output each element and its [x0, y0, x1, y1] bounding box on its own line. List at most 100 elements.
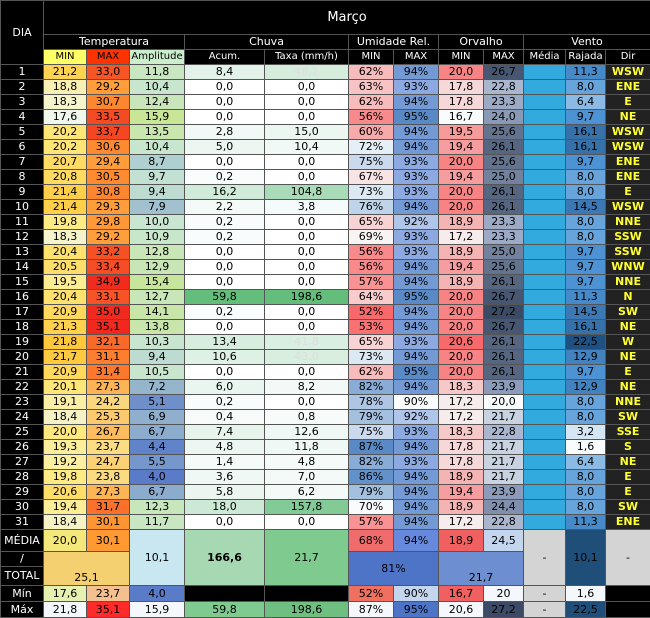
cell-dir: NE — [606, 380, 650, 395]
cell-day: 14 — [1, 260, 44, 275]
cell-taxa: 0,0 — [265, 320, 349, 335]
cell-taxa: 0,0 — [265, 230, 349, 245]
subheader-acum: Acum. — [185, 50, 265, 65]
cell-vmed — [524, 410, 566, 425]
cell-omin: 17,2 — [439, 410, 484, 425]
cell-dir: SW — [606, 500, 650, 515]
cell-tmax: 30,1 — [87, 515, 130, 530]
cell-day: 29 — [1, 485, 44, 500]
cell-amp: 4,4 — [130, 440, 185, 455]
subheader-rajada: Rajada — [566, 50, 606, 65]
cell-raj: 9,7 — [566, 275, 606, 290]
cell-amp: 15,4 — [130, 275, 185, 290]
cell-omax: 24,0 — [484, 110, 524, 125]
cell-day: 23 — [1, 395, 44, 410]
cell-umax: 94% — [394, 305, 439, 320]
cell-taxa: 0,0 — [265, 395, 349, 410]
cell-taxa: 0,8 — [265, 410, 349, 425]
cell-omin: 20,0 — [439, 185, 484, 200]
cell-amp: 12,9 — [130, 260, 185, 275]
cell-tmax: 33,4 — [87, 260, 130, 275]
cell-tmin: 20,2 — [44, 125, 87, 140]
cell-umax: 94% — [394, 485, 439, 500]
cell-taxa: 0,0 — [265, 215, 349, 230]
min-taxa — [265, 586, 349, 602]
min-dir — [606, 586, 650, 602]
cell-umin: 75% — [349, 155, 394, 170]
cell-tmin: 20,6 — [44, 485, 87, 500]
max-acum: 59,8 — [185, 602, 265, 618]
cell-raj: 14,5 — [566, 200, 606, 215]
cell-acum: 0,4 — [185, 410, 265, 425]
cell-tmax: 31,1 — [87, 350, 130, 365]
max-tmax: 35,1 — [87, 602, 130, 618]
subheader-orv-max: MAX — [484, 50, 524, 65]
cell-raj: 8,0 — [566, 395, 606, 410]
cell-omax: 23,3 — [484, 230, 524, 245]
cell-omin: 20,0 — [439, 65, 484, 80]
cell-raj: 14,5 — [566, 305, 606, 320]
cell-omin: 19,4 — [439, 260, 484, 275]
cell-omax: 21,7 — [484, 440, 524, 455]
cell-omin: 18,3 — [439, 425, 484, 440]
cell-vmed — [524, 245, 566, 260]
cell-day: 31 — [1, 515, 44, 530]
cell-tmin: 18,4 — [44, 515, 87, 530]
slash-label: / — [1, 552, 44, 567]
cell-amp: 13,8 — [130, 320, 185, 335]
cell-tmin: 20,9 — [44, 305, 87, 320]
cell-tmax: 31,7 — [87, 500, 130, 515]
cell-amp: 13,5 — [130, 125, 185, 140]
cell-umax: 94% — [394, 260, 439, 275]
cell-vmed — [524, 230, 566, 245]
cell-tmax: 29,8 — [87, 215, 130, 230]
cell-day: 9 — [1, 185, 44, 200]
cell-amp: 12,8 — [130, 245, 185, 260]
cell-tmin: 21,4 — [44, 185, 87, 200]
cell-day: 11 — [1, 215, 44, 230]
cell-raj: 16,1 — [566, 125, 606, 140]
cell-umax: 94% — [394, 515, 439, 530]
cell-taxa: 0,0 — [265, 80, 349, 95]
cell-vmed — [524, 500, 566, 515]
cell-taxa: 0,0 — [265, 95, 349, 110]
cell-umax: 94% — [394, 440, 439, 455]
cell-dir: ENE — [606, 170, 650, 185]
cell-umax: 94% — [394, 140, 439, 155]
cell-umin: 87% — [349, 440, 394, 455]
cell-umin: 63% — [349, 80, 394, 95]
media-umid-avg: 81% — [349, 552, 439, 586]
cell-tmin: 20,9 — [44, 365, 87, 380]
cell-dir: NNE — [606, 215, 650, 230]
cell-omin: 17,8 — [439, 440, 484, 455]
cell-amp: 11,8 — [130, 65, 185, 80]
cell-raj: 9,7 — [566, 110, 606, 125]
cell-vmed — [524, 275, 566, 290]
cell-tmin: 21,8 — [44, 335, 87, 350]
cell-dir: NE — [606, 110, 650, 125]
cell-omax: 22,8 — [484, 515, 524, 530]
cell-omax: 25,0 — [484, 170, 524, 185]
cell-dir: SW — [606, 410, 650, 425]
cell-vmed — [524, 440, 566, 455]
cell-omin: 19,5 — [439, 125, 484, 140]
cell-acum: 3,6 — [185, 470, 265, 485]
subheader-taxa: Taxa (mm/h) — [265, 50, 349, 65]
media-vento-media: - — [524, 530, 566, 586]
cell-acum: 6,0 — [185, 380, 265, 395]
cell-umin: 56% — [349, 110, 394, 125]
cell-day: 26 — [1, 440, 44, 455]
vento-header: Vento — [524, 35, 650, 50]
cell-omin: 20,6 — [439, 335, 484, 350]
cell-taxa: 10,4 — [265, 140, 349, 155]
cell-dir: NNE — [606, 275, 650, 290]
